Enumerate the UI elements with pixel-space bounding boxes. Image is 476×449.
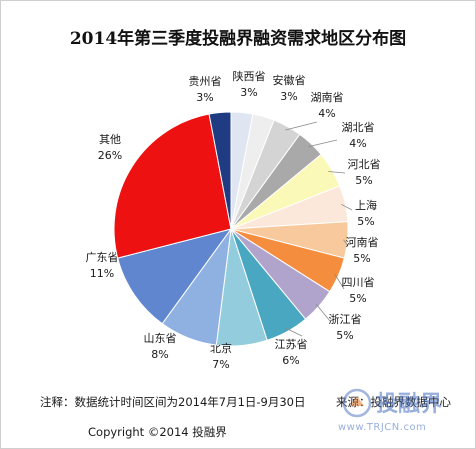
- slice-name-label: 山东省: [144, 332, 177, 345]
- slice-name-label: 上海: [355, 198, 377, 212]
- slice-value-label: 26%: [98, 149, 122, 162]
- slice-value-label: 5%: [355, 174, 372, 187]
- copyright-text: Copyright ©2014 投融界: [88, 425, 227, 439]
- slice-value-label: 8%: [151, 348, 168, 361]
- slice-value-label: 3%: [280, 90, 297, 103]
- slice-name-label: 广东省: [86, 251, 119, 264]
- slice-name-label: 河南省: [346, 236, 379, 249]
- slice-name-label: 浙江省: [329, 313, 362, 326]
- pie-slice-广东省: [117, 228, 233, 325]
- leader-line-浙江省: [315, 303, 331, 322]
- slice-value-label: 7%: [212, 358, 229, 371]
- slice-name-label: 湖北省: [342, 121, 375, 134]
- leader-line-湖北省: [308, 139, 338, 147]
- slice-name-label: 陕西省: [233, 69, 266, 83]
- slice-value-label: 4%: [318, 107, 335, 120]
- slice-value-label: 3%: [196, 91, 213, 104]
- slice-value-label: 4%: [349, 137, 366, 150]
- leader-line-四川省: [334, 273, 345, 290]
- slice-name-label: 安徽省: [273, 73, 306, 87]
- footnote: 注释：数据统计时间区间为2014年7月1日-9月30日: [40, 395, 306, 409]
- slice-value-label: 3%: [240, 86, 257, 99]
- slice-value-label: 5%: [336, 329, 353, 342]
- chart-title: 2014年第三季度投融界融资需求地区分布图: [69, 29, 407, 49]
- leader-line-河北省: [328, 171, 346, 174]
- slice-name-label: 其他: [99, 133, 121, 146]
- source-note: 来源：投融界数据中心: [336, 395, 451, 409]
- slice-name-label: 河北省: [348, 158, 381, 171]
- leader-line-上海: [341, 203, 353, 211]
- slice-name-label: 湖南省: [311, 91, 344, 104]
- slice-value-label: 5%: [353, 252, 370, 265]
- leader-line-湖南省: [285, 121, 318, 131]
- slice-value-label: 11%: [90, 267, 114, 280]
- pie-slice-贵州省: [208, 111, 232, 230]
- slice-name-label: 贵州省: [189, 75, 222, 88]
- leader-line-河南省: [343, 239, 349, 247]
- slice-value-label: 6%: [282, 354, 299, 367]
- slice-value-label: 5%: [349, 292, 366, 305]
- slice-value-label: 5%: [357, 215, 374, 228]
- leader-line-江苏省: [285, 327, 303, 337]
- slice-name-label: 四川省: [342, 276, 375, 289]
- pie-slice-其他: [113, 113, 232, 259]
- slice-name-label: 江苏省: [275, 338, 308, 351]
